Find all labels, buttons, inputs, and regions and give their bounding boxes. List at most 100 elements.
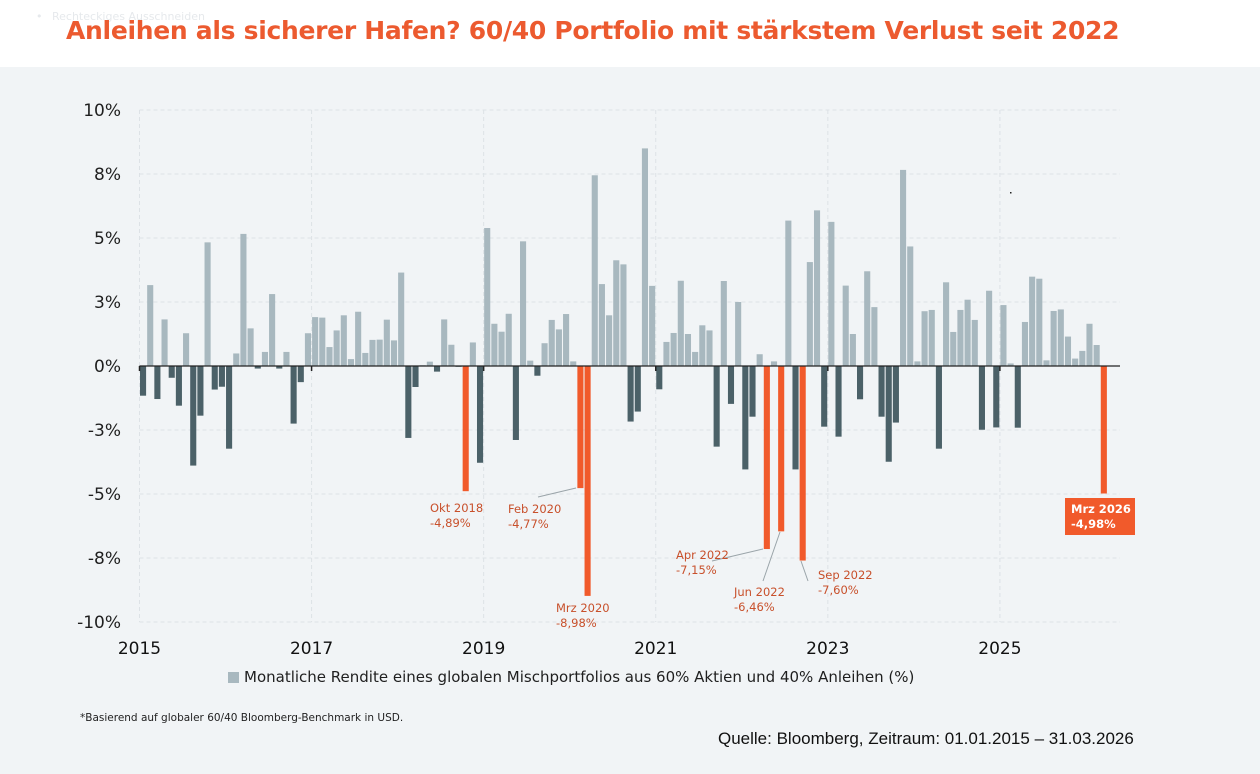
bar <box>677 280 684 366</box>
bar <box>347 359 355 366</box>
y-tick-label: 0% <box>94 357 121 377</box>
bar <box>283 351 290 366</box>
bar <box>627 366 634 422</box>
bar <box>512 366 519 440</box>
bar <box>928 309 935 366</box>
annotation-date: Sep 2022 <box>818 568 873 582</box>
y-tick-label: 5% <box>94 229 121 249</box>
bar <box>233 353 240 366</box>
annotation-leader-line <box>711 548 764 562</box>
bar <box>684 334 692 366</box>
bar <box>1007 363 1014 366</box>
highlighted-bar <box>462 366 469 492</box>
bar <box>412 366 419 387</box>
bar <box>770 361 778 366</box>
x-tick-label: 2015 <box>118 639 161 659</box>
x-tick-label: 2017 <box>290 639 333 659</box>
axis <box>138 365 1120 371</box>
annotation-value: -6,46% <box>734 600 775 614</box>
bar <box>505 313 512 366</box>
bar <box>369 339 376 366</box>
annotation-leader-line <box>762 531 781 582</box>
bar <box>1086 323 1093 366</box>
bar <box>857 366 864 400</box>
bars <box>140 148 1107 596</box>
bar <box>304 333 312 366</box>
bar <box>656 366 663 390</box>
x-tick-label: 2023 <box>806 639 849 659</box>
annotations: Okt 2018-4,89% Feb 2020-4,77% Mrz 2020-8,9… <box>430 192 1135 630</box>
annotation-date: Jun 2022 <box>733 585 785 599</box>
bar <box>641 148 648 366</box>
bar <box>828 221 835 366</box>
annotation-value: -4,77% <box>508 517 549 531</box>
y-tick-label: 10% <box>83 101 121 121</box>
bar <box>297 366 304 383</box>
bar <box>914 361 921 366</box>
bar <box>713 366 720 447</box>
bar <box>749 366 756 417</box>
bar <box>1029 276 1036 366</box>
annotation-date: Okt 2018 <box>430 501 483 515</box>
bar <box>240 233 247 366</box>
bar <box>469 342 476 366</box>
bar <box>670 332 677 366</box>
highlighted-bar <box>799 366 806 561</box>
y-tick-labels: 10% 8% 5% 3% 0% -3% -5% -8% -10% <box>77 101 121 633</box>
bar <box>333 330 340 366</box>
bar <box>821 366 828 427</box>
annotation-date: Mrz 2020 <box>556 601 610 615</box>
bar <box>806 262 813 366</box>
bar <box>935 366 942 449</box>
bar <box>1021 321 1029 366</box>
bar <box>254 366 261 369</box>
bar <box>405 366 412 438</box>
bar <box>1043 360 1050 366</box>
bar <box>900 169 907 366</box>
bar <box>706 330 713 366</box>
bar <box>871 307 878 366</box>
legend-swatch-icon <box>228 671 239 683</box>
bar <box>1036 278 1043 366</box>
bar <box>792 366 799 470</box>
annotation-date: Apr 2022 <box>676 548 729 562</box>
bar <box>376 339 383 366</box>
bar <box>1000 305 1007 366</box>
annotation-value: -4,98% <box>1071 517 1116 531</box>
annotation-value: -7,15% <box>676 563 717 577</box>
source-note: Quelle: Bloomberg, Zeitraum: 01.01.2015 … <box>718 729 1134 748</box>
bar <box>433 366 441 372</box>
bar <box>842 285 849 366</box>
bar <box>476 366 484 463</box>
bar <box>742 366 749 470</box>
bar <box>147 285 154 366</box>
bar <box>355 311 362 366</box>
footnote: *Basierend auf globaler 60/40 Bloomberg-… <box>80 712 404 724</box>
bar <box>276 366 283 369</box>
bar <box>261 351 268 366</box>
overlay-bullet: • <box>36 10 43 23</box>
bar <box>606 315 613 366</box>
bar <box>204 242 211 366</box>
bar <box>1050 310 1057 366</box>
bar <box>950 331 957 366</box>
bar <box>340 315 347 366</box>
bar <box>1072 358 1079 366</box>
x-tick-label: 2025 <box>978 639 1021 659</box>
bar <box>140 366 147 396</box>
bar <box>527 360 534 366</box>
bar <box>613 260 620 366</box>
bar <box>520 241 527 366</box>
bar <box>649 285 656 366</box>
bar <box>1064 336 1072 366</box>
chart-title: Anleihen als sicherer Hafen? 60/40 Portf… <box>66 16 1120 45</box>
annotation-date: Feb 2020 <box>508 502 561 516</box>
bar <box>620 264 627 366</box>
highlighted-bar <box>584 366 591 596</box>
y-tick-label: 8% <box>94 165 121 185</box>
legend: Monatliche Rendite eines globalen Mischp… <box>228 668 914 686</box>
y-tick-label: 3% <box>94 293 121 313</box>
y-tick-label: -5% <box>88 485 121 505</box>
bar <box>555 329 562 366</box>
